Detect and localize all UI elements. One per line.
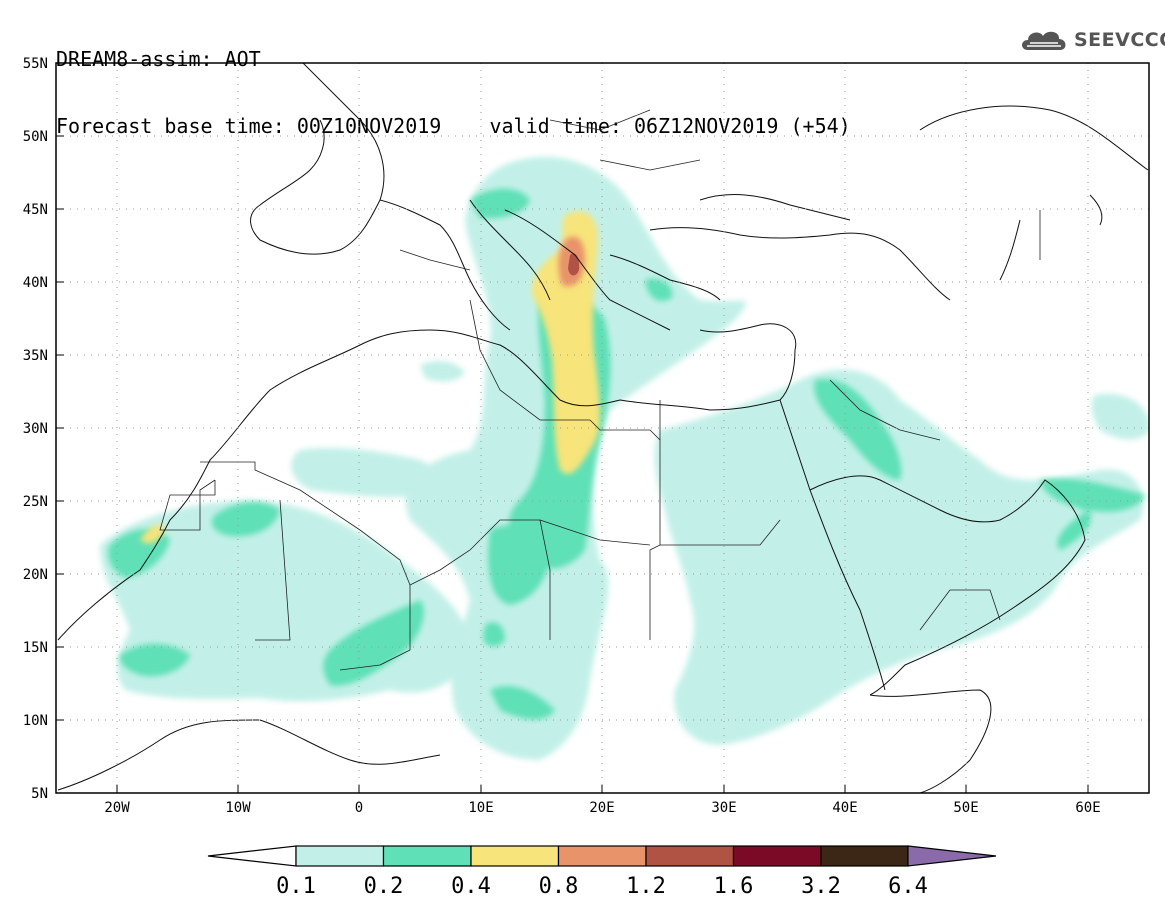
colorbar-labels: 0.1 0.2 0.4 0.8 1.2 1.6 3.2 6.4 [276,874,928,899]
axis-ticks [56,62,1089,794]
lat-label: 15N [23,640,48,656]
colorbar-bin-7 [820,845,909,867]
aot-level-0-4 [140,211,600,544]
lon-label: 20E [589,800,614,816]
lat-label: 10N [23,713,48,729]
colorbar-label: 0.1 [276,874,316,899]
colorbar-label: 3.2 [801,874,841,899]
colorbar-label: 6.4 [888,874,928,899]
lat-label: 5N [31,786,48,802]
colorbar-bin-6 [732,845,822,867]
logo-text: SEEVCCC [1074,29,1165,51]
aot-level-0-2 [108,188,1145,720]
lat-label: 40N [23,275,48,291]
colorbar-over-arrow [907,845,997,867]
graticule [56,63,1149,793]
lon-label: 10W [225,800,251,816]
colorbar-bin-5 [645,845,735,867]
lon-label: 0 [355,800,363,816]
lat-label: 30N [23,421,48,437]
lon-label: 10E [468,800,493,816]
aot-level-0-1 [100,156,1149,760]
lon-label: 40E [832,800,857,816]
country-borders [159,109,1041,671]
longitude-labels: 20W 10W 0 10E 20E 30E 40E 50E 60E [104,800,1100,816]
map-header: DREAM8-assim: AOT Forecast base time: 00… [56,4,851,160]
colorbar [207,845,997,867]
aot-level-1-2 [568,253,580,276]
cloud-icon [1022,31,1066,50]
colorbar-label: 1.2 [626,874,666,899]
lon-label: 50E [953,800,978,816]
title-line: DREAM8-assim: AOT [56,47,261,71]
colorbar-bin-3 [470,845,560,867]
colorbar-bin-1 [295,845,385,867]
lat-label: 35N [23,348,48,364]
colorbar-bin-2 [382,845,472,867]
colorbar-label: 1.6 [714,874,754,899]
colorbar-label: 0.4 [451,874,491,899]
aot-field [100,156,1149,760]
lat-label: 50N [23,129,48,145]
lat-label: 25N [23,494,48,510]
lat-label: 45N [23,202,48,218]
coastlines [57,63,1149,793]
colorbar-label: 0.8 [539,874,579,899]
lat-label: 20N [23,567,48,583]
colorbar-bin-4 [557,845,647,867]
lon-label: 20W [104,800,130,816]
colorbar-label: 0.2 [364,874,404,899]
lon-label: 60E [1075,800,1100,816]
lat-label: 55N [23,56,48,72]
seevccc-logo: SEEVCCC [1018,25,1165,55]
lon-label: 30E [711,800,736,816]
colorbar-under-arrow [207,845,297,867]
latitude-labels: 55N 50N 45N 40N 35N 30N 25N 20N 15N 10N … [23,56,48,802]
forecast-time-line: Forecast base time: 00Z10NOV2019 valid t… [56,114,851,138]
